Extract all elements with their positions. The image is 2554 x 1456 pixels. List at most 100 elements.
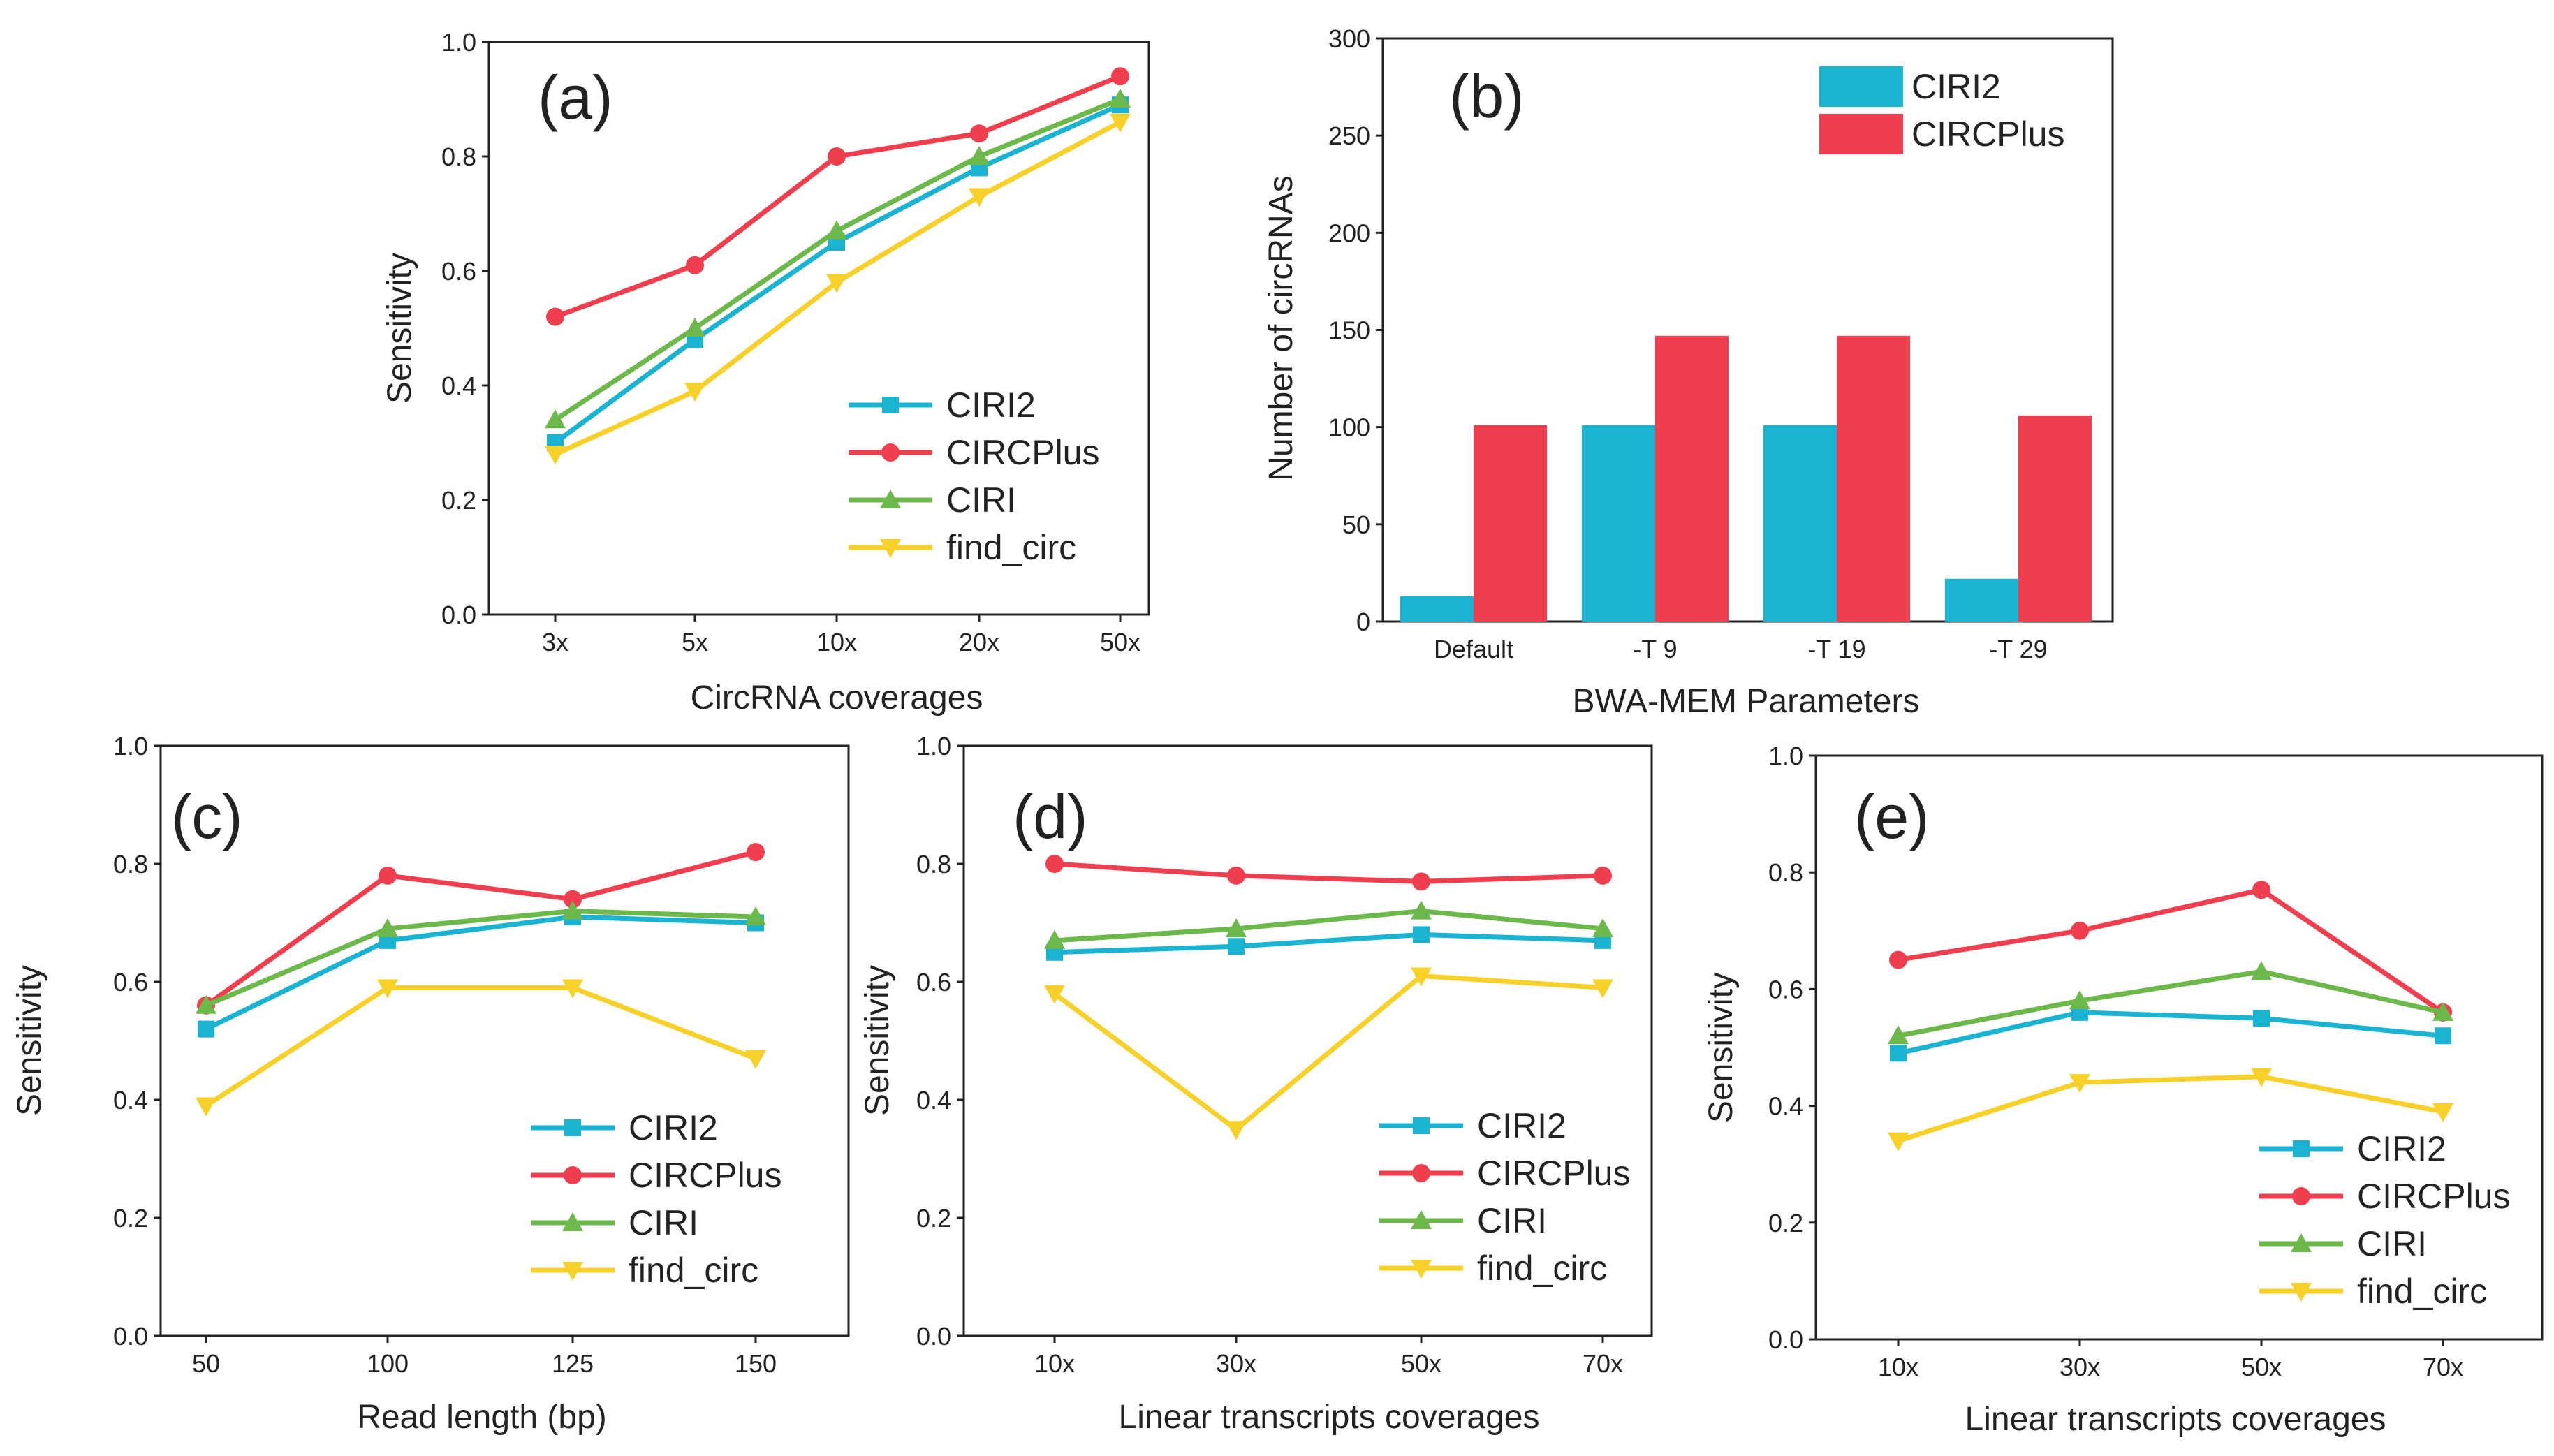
legend-marker — [1413, 1117, 1430, 1134]
data-point-CIRI2 — [1228, 938, 1245, 955]
data-point-CIRI — [969, 146, 990, 165]
series-line-CIRI2 — [1054, 932, 1603, 955]
panel-label: (c) — [171, 782, 243, 851]
data-point-find_circ — [2432, 1103, 2453, 1122]
x-tick-label: -T 29 — [1989, 635, 2047, 663]
bar-CIRCPlus — [1837, 335, 1910, 622]
data-point-find_circ — [969, 188, 990, 207]
series-line-CIRI2 — [205, 914, 756, 1031]
data-point-CIRCPlus — [1111, 67, 1129, 86]
legend-marker — [1412, 1164, 1430, 1182]
legend-marker — [564, 1166, 582, 1184]
legend-label: find_circ — [629, 1251, 758, 1290]
y-tick-label: 0.4 — [916, 1086, 951, 1115]
panel-d: 0.0 0.2 0.4 0.6 0.8 1.0 10x 30x 50x 70x CIRI2 CIRCP… — [859, 732, 1653, 1436]
y-tick-label: 0.8 — [1768, 858, 1803, 887]
data-point-CIRI — [684, 318, 705, 337]
y-tick-label: 0 — [1356, 608, 1370, 636]
legend-label: CIRI2 — [1477, 1106, 1566, 1145]
legend-marker — [1411, 1260, 1432, 1279]
legend-label: CIRCPlus — [946, 433, 1099, 472]
data-point-CIRI — [2251, 961, 2272, 980]
data-point-CIRI2 — [2253, 1010, 2270, 1027]
data-point-CIRI2 — [1890, 1045, 1907, 1062]
legend-marker — [2293, 1140, 2310, 1157]
y-tick-label: 0.2 — [1768, 1209, 1803, 1237]
data-point-CIRCPlus — [2071, 921, 2089, 940]
x-tick-label: -T 19 — [1807, 635, 1865, 663]
data-point-find_circ — [2251, 1068, 2272, 1087]
legend-marker — [562, 1262, 583, 1281]
data-point-CIRI — [562, 900, 583, 920]
y-tick-label: 0.4 — [113, 1086, 148, 1115]
data-point-find_circ — [1411, 967, 1432, 987]
data-point-CIRI2 — [2435, 1027, 2451, 1045]
bar-CIRCPlus — [1655, 335, 1729, 622]
legend-label: CIRCPlus — [629, 1156, 781, 1195]
y-tick-label: 50 — [1342, 510, 1370, 539]
panel-label: (b) — [1449, 61, 1525, 131]
x-tick-label: 10x — [1034, 1349, 1075, 1378]
data-point-CIRCPlus — [1889, 950, 1907, 969]
data-point-find_circ — [1592, 979, 1613, 999]
series-line-find_circ — [1052, 973, 1603, 1132]
x-tick-label: -T 9 — [1633, 635, 1677, 663]
legend-marker — [564, 1119, 581, 1136]
panel-b: 0 50 100 150 200 250 300 Default -T 9 -T 19 -T 29 C… — [1263, 24, 2114, 720]
panel-label: (a) — [538, 63, 613, 132]
y-tick-label: 0.0 — [441, 601, 476, 629]
y-tick-label: 0.8 — [113, 850, 148, 878]
y-tick-label: 0.8 — [916, 850, 951, 878]
legend-label: CIRI — [946, 480, 1016, 520]
x-tick-label: 30x — [2060, 1353, 2100, 1381]
series-line-CIRCPlus — [1898, 887, 2444, 1015]
y-tick-label: 0.6 — [441, 257, 476, 286]
data-point-CIRCPlus — [1045, 855, 1064, 873]
panel-c: 0.0 0.2 0.4 0.6 0.8 1.0 50 100 125 150 CIRI2 CIRCPl… — [11, 732, 850, 1436]
panel-a: 0.0 0.2 0.4 0.6 0.8 1.0 3x 5x 10x 20x 50x CIRI2 CIRC… — [381, 28, 1150, 716]
legend-label: CIRCPlus — [2357, 1177, 2510, 1216]
legend-label: CIRI — [629, 1203, 698, 1242]
data-point-CIRI — [377, 918, 398, 937]
series-line-CIRI — [1054, 909, 1603, 943]
legend-label: CIRI2 — [2357, 1129, 2446, 1168]
x-tick-label: 3x — [542, 628, 568, 656]
legend-label: CIRCPlus — [1477, 1154, 1630, 1193]
x-tick-label: 100 — [367, 1349, 409, 1378]
x-axis-title: Linear transcripts coverages — [1965, 1401, 2386, 1438]
legend-marker — [881, 443, 900, 462]
x-tick-label: Default — [1434, 635, 1513, 663]
legend-label: CIRCPlus — [1911, 115, 2064, 154]
y-tick-label: 250 — [1328, 122, 1370, 150]
data-point-CIRCPlus — [747, 843, 765, 862]
data-point-CIRI — [826, 220, 847, 240]
legend-label: CIRI — [1477, 1201, 1547, 1240]
bar-CIRCPlus — [1474, 425, 1547, 622]
plot-frame — [487, 41, 1150, 616]
plot-frame — [962, 744, 1653, 1337]
bar-CIRCPlus — [2018, 415, 2092, 622]
x-axis-title: Read length (bp) — [357, 1399, 607, 1436]
legend-swatch — [1819, 66, 1903, 107]
data-point-CIRCPlus — [1227, 866, 1245, 885]
data-point-CIRI — [196, 994, 216, 1014]
series-line-find_circ — [205, 985, 757, 1108]
x-tick-label: 125 — [552, 1349, 594, 1378]
y-tick-label: 1.0 — [113, 732, 148, 760]
legend-label: find_circ — [946, 528, 1076, 567]
legend-marker — [1411, 1210, 1432, 1229]
data-point-CIRI — [1888, 1025, 1909, 1045]
legend-label: CIRI2 — [1911, 67, 2001, 106]
y-tick-label: 1.0 — [441, 28, 476, 57]
y-tick-label: 300 — [1328, 24, 1370, 53]
data-point-CIRCPlus — [1594, 866, 1612, 885]
legend-label: CIRI — [2357, 1224, 2427, 1263]
x-tick-label: 70x — [1583, 1349, 1623, 1378]
series-line-CIRI — [1898, 969, 2444, 1038]
data-point-CIRCPlus — [686, 256, 704, 274]
x-axis-title: CircRNA coverages — [691, 679, 983, 716]
y-tick-label: 0.6 — [1768, 975, 1803, 1003]
x-tick-label: 10x — [816, 628, 857, 656]
data-point-find_circ — [377, 979, 398, 999]
legend-swatch — [1819, 114, 1903, 154]
